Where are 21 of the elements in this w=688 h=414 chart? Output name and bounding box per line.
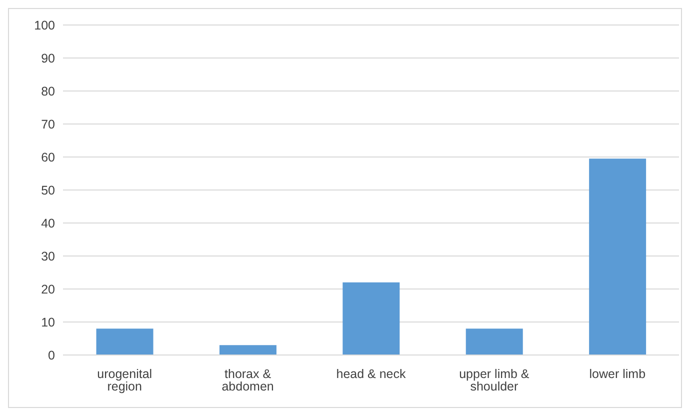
y-tick-label: 10 — [41, 315, 56, 330]
y-tick-label: 70 — [41, 117, 56, 132]
bar — [219, 345, 276, 355]
y-tick-label: 20 — [41, 282, 56, 296]
x-tick-label: head & neck — [336, 366, 406, 381]
y-tick-label: 90 — [41, 51, 56, 66]
y-tick-label: 80 — [41, 84, 56, 98]
bar — [466, 328, 523, 355]
x-tick-label: thorax & abdomen — [222, 366, 274, 394]
x-tick-label: urogenital region — [97, 366, 152, 394]
y-tick-label: 0 — [48, 348, 56, 362]
y-tick-label: 40 — [41, 216, 56, 230]
bar — [589, 158, 646, 355]
y-tick-label: 60 — [41, 150, 56, 164]
y-tick-label: 30 — [41, 249, 56, 264]
bar — [342, 282, 400, 355]
y-tick-label: 100 — [34, 18, 56, 32]
bar — [96, 328, 154, 355]
x-tick-label: upper limb & shoulder — [459, 366, 530, 394]
y-tick-label: 50 — [41, 183, 56, 198]
x-tick-label: lower limb — [589, 366, 646, 381]
